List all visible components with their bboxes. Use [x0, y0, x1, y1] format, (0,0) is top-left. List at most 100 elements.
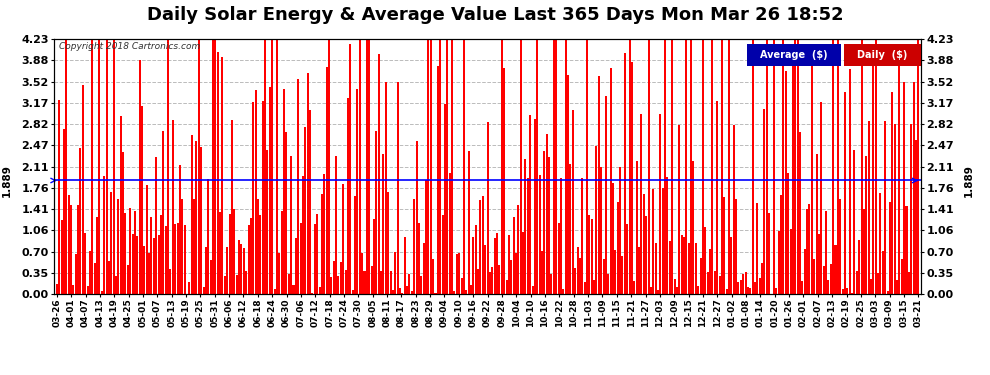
Bar [586, 39, 588, 294]
Bar [343, 184, 345, 294]
Bar [394, 252, 396, 294]
Bar [335, 156, 338, 294]
Bar [579, 258, 581, 294]
Bar [254, 90, 256, 294]
Bar [241, 244, 243, 294]
Bar [58, 99, 60, 294]
Bar [157, 235, 159, 294]
Bar [636, 160, 638, 294]
Bar [638, 246, 641, 294]
Bar [314, 224, 316, 294]
Bar [195, 141, 197, 294]
Bar [477, 268, 479, 294]
Bar [896, 280, 898, 294]
Bar [446, 39, 448, 294]
Bar [569, 164, 571, 294]
Bar [560, 178, 562, 294]
Bar [276, 39, 278, 294]
Bar [63, 129, 65, 294]
Bar [278, 253, 280, 294]
Bar [176, 223, 178, 294]
Bar [409, 273, 411, 294]
Bar [458, 253, 460, 294]
Bar [557, 223, 559, 294]
Bar [840, 199, 842, 294]
Bar [389, 271, 391, 294]
Bar [498, 265, 500, 294]
Bar [661, 188, 663, 294]
Bar [463, 39, 465, 294]
Bar [174, 224, 176, 294]
Bar [285, 132, 287, 294]
Bar [435, 293, 437, 294]
Bar [855, 271, 857, 294]
Bar [122, 152, 124, 294]
Bar [246, 271, 248, 294]
Bar [666, 177, 668, 294]
Bar [736, 199, 738, 294]
Bar [758, 278, 760, 294]
Bar [875, 39, 877, 294]
Bar [515, 253, 517, 294]
Bar [399, 288, 401, 294]
Bar [181, 199, 183, 294]
Bar [207, 179, 209, 294]
Bar [96, 217, 98, 294]
Bar [508, 235, 510, 294]
Bar [132, 234, 134, 294]
Bar [346, 98, 348, 294]
Bar [297, 79, 299, 294]
Bar [833, 39, 835, 294]
Bar [697, 286, 699, 294]
Bar [304, 127, 306, 294]
Bar [603, 259, 605, 294]
Bar [425, 180, 427, 294]
Bar [581, 178, 583, 294]
Bar [280, 211, 283, 294]
Bar [619, 167, 621, 294]
Bar [870, 279, 872, 294]
Text: 1.889: 1.889 [963, 164, 973, 197]
Bar [160, 215, 162, 294]
Bar [77, 205, 79, 294]
Bar [486, 122, 489, 294]
Bar [548, 157, 550, 294]
Bar [598, 76, 600, 294]
Bar [401, 293, 403, 294]
Bar [172, 120, 174, 294]
Bar [333, 261, 335, 294]
Bar [676, 287, 678, 294]
Bar [501, 39, 503, 294]
Bar [259, 215, 261, 294]
Bar [631, 62, 633, 294]
Bar [657, 290, 659, 294]
Bar [884, 121, 886, 294]
Bar [82, 85, 84, 294]
Bar [915, 140, 917, 294]
Bar [918, 39, 920, 294]
Bar [522, 232, 524, 294]
Bar [742, 274, 744, 294]
Bar [141, 106, 143, 294]
Bar [236, 275, 238, 294]
Bar [375, 131, 377, 294]
Bar [387, 192, 389, 294]
Bar [615, 251, 617, 294]
Bar [421, 276, 423, 294]
Bar [261, 100, 263, 294]
Bar [649, 287, 651, 294]
Bar [794, 39, 796, 294]
Bar [212, 39, 214, 294]
Bar [804, 249, 806, 294]
Bar [319, 287, 321, 294]
Bar [248, 225, 249, 294]
Bar [681, 235, 683, 294]
Bar [264, 39, 266, 294]
Bar [607, 274, 609, 294]
Bar [423, 243, 425, 294]
Bar [349, 44, 351, 294]
Bar [125, 213, 127, 294]
Bar [484, 245, 486, 294]
Bar [120, 116, 122, 294]
Bar [382, 154, 384, 294]
